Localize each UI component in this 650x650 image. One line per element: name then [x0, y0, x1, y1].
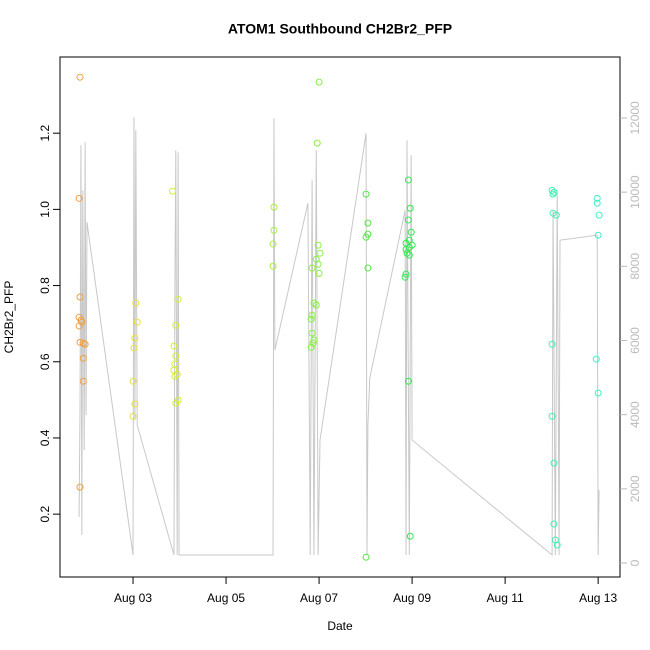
- y2-tick-label: 12000: [628, 101, 642, 135]
- data-point: [364, 264, 372, 272]
- data-point: [594, 389, 602, 397]
- data-point: [594, 231, 602, 239]
- x-tick-label: Aug 11: [487, 591, 524, 605]
- x-tick-label: Aug 07: [300, 591, 338, 605]
- data-point: [76, 73, 84, 81]
- data-point: [402, 270, 410, 278]
- data-point: [407, 228, 415, 236]
- y-tick-label: 0.6: [38, 353, 52, 370]
- data-point: [130, 344, 138, 352]
- data-point: [595, 211, 603, 219]
- data-point: [269, 240, 277, 248]
- data-point: [76, 293, 84, 301]
- data-point: [549, 190, 557, 198]
- data-point: [593, 194, 601, 202]
- x-tick-label: Aug 09: [393, 591, 431, 605]
- data-point: [362, 553, 370, 561]
- data-point: [75, 322, 83, 330]
- y-tick-label: 0.8: [38, 277, 52, 294]
- y-tick-label: 0.4: [38, 429, 52, 446]
- y2-tick-label: 8000: [628, 253, 642, 280]
- data-point: [79, 377, 87, 385]
- data-point: [75, 194, 83, 202]
- data-point: [548, 186, 556, 194]
- y-tick-label: 1.0: [38, 201, 52, 218]
- data-point: [173, 370, 181, 378]
- altitude-line: [78, 117, 600, 557]
- data-point: [406, 532, 414, 540]
- data-point: [404, 216, 412, 224]
- data-point: [131, 334, 139, 342]
- data-point: [362, 190, 370, 198]
- data-point: [129, 377, 137, 385]
- data-point: [405, 251, 413, 259]
- data-point: [312, 301, 320, 309]
- data-point: [307, 315, 315, 323]
- data-point: [548, 412, 556, 420]
- data-point: [270, 203, 278, 211]
- plot-frame: [59, 56, 621, 578]
- data-point: [406, 204, 414, 212]
- y2-tick-label: 6000: [628, 327, 642, 354]
- x-tick-label: Aug 03: [114, 591, 152, 605]
- data-point: [132, 299, 140, 307]
- data-point: [550, 459, 558, 467]
- data-point: [315, 78, 323, 86]
- data-point: [131, 400, 139, 408]
- y-tick-label: 1.2: [38, 125, 52, 142]
- x-axis-label: Date: [327, 619, 353, 633]
- data-point: [133, 318, 141, 326]
- data-point: [169, 187, 177, 195]
- data-point: [308, 329, 316, 337]
- data-point: [310, 336, 318, 344]
- data-point: [308, 264, 316, 272]
- data-point: [170, 366, 178, 374]
- data-point: [364, 219, 372, 227]
- data-point: [81, 340, 89, 348]
- data-point: [592, 355, 600, 363]
- data-point: [172, 352, 180, 360]
- data-point: [403, 249, 411, 257]
- data-point: [313, 139, 321, 147]
- data-point: [401, 273, 409, 281]
- data-point: [553, 541, 561, 549]
- data-point: [308, 311, 316, 319]
- data-point: [79, 354, 87, 362]
- x-tick-label: Aug 05: [207, 591, 245, 605]
- data-point: [548, 340, 556, 348]
- data-point: [79, 339, 87, 347]
- data-point: [593, 199, 601, 207]
- data-point: [309, 339, 317, 347]
- data-point: [402, 245, 410, 253]
- data-point: [550, 520, 558, 528]
- y2-tick-label: 4000: [628, 401, 642, 428]
- data-point: [76, 483, 84, 491]
- data-point: [310, 299, 318, 307]
- data-point: [315, 269, 323, 277]
- chart-title: ATOM1 Southbound CH2Br2_PFP: [228, 21, 452, 37]
- x-tick-label: Aug 13: [579, 591, 617, 605]
- y2-tick-label: 10000: [628, 175, 642, 209]
- data-point: [552, 211, 560, 219]
- data-point: [129, 412, 137, 420]
- data-point: [314, 260, 322, 268]
- data-point: [172, 399, 180, 407]
- data-point: [172, 321, 180, 329]
- data-point: [269, 262, 277, 270]
- y2-tick-label: 0: [628, 559, 642, 566]
- data-point: [362, 233, 370, 241]
- data-point: [171, 372, 179, 380]
- y-tick-label: 0.2: [38, 505, 52, 522]
- y-axis-label: CH2Br2_PFP: [2, 281, 16, 354]
- data-point: [174, 295, 182, 303]
- data-point: [316, 249, 324, 257]
- data-point: [314, 241, 322, 249]
- data-point: [307, 343, 315, 351]
- data-point: [170, 342, 178, 350]
- data-point: [270, 226, 278, 234]
- y2-tick-label: 2000: [628, 475, 642, 502]
- data-point: [404, 377, 412, 385]
- data-point: [404, 176, 412, 184]
